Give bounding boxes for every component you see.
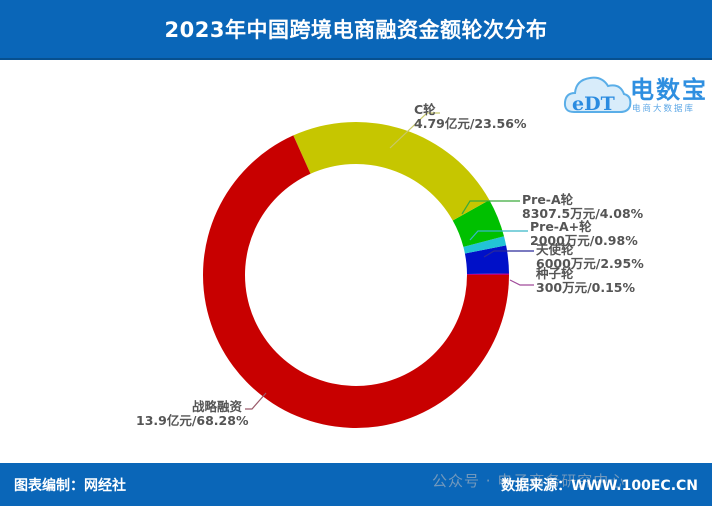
label-strategic-financing: 战略融资 13.9亿元/68.28% — [136, 399, 249, 428]
leader-line — [461, 200, 520, 215]
label-pre-a-plus-round: Pre-A+轮 2000万元/0.98% — [530, 219, 638, 248]
leader-line — [483, 250, 534, 258]
label-c-round: C轮 4.79亿元/23.56% — [414, 102, 527, 131]
logo-tagline: 电商大数据库 — [632, 104, 696, 114]
label-seed-round: 种子轮 300万元/0.15% — [536, 266, 636, 295]
leader-line — [245, 392, 267, 410]
leader-line — [509, 279, 534, 286]
chart-title: 2023年中国跨境电商融资金额轮次分布 — [164, 18, 548, 42]
donut-slice — [466, 273, 509, 275]
data-source: 数据来源：WWW.100EC.CN — [501, 478, 698, 494]
chart-footer: 图表编制：网经社 公众号 · 电子商务研究中心 数据来源：WWW.100EC.C… — [0, 463, 712, 506]
label-pre-a-round: Pre-A轮 8307.5万元/4.08% — [522, 192, 644, 221]
donut-slice — [463, 236, 507, 254]
leader-line — [389, 112, 440, 149]
leader-line — [469, 230, 528, 241]
edt-logo: eDT 电数宝 电商大数据库 — [562, 66, 712, 122]
donut-chart: C轮 4.79亿元/23.56% Pre-A轮 8307.5万元/4.08% P… — [0, 60, 712, 463]
donut-slice — [464, 245, 509, 274]
chart-credit: 图表编制：网经社 — [14, 478, 126, 494]
logo-brand: 电数宝 — [630, 76, 708, 104]
donut-svg — [203, 112, 534, 428]
donut-slice — [452, 199, 505, 247]
label-angel-round: 天使轮 6000万元/2.95% — [536, 242, 644, 271]
cloud-logo-icon: eDT — [563, 76, 632, 115]
wechat-watermark: 公众号 · 电子商务研究中心 — [432, 472, 626, 490]
chart-header: 2023年中国跨境电商融资金额轮次分布 — [0, 0, 712, 60]
logo-mark: eDT — [572, 93, 615, 115]
donut-slice — [293, 122, 490, 221]
